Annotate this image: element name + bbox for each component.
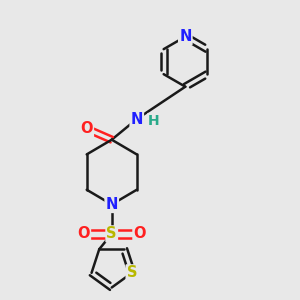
- Text: S: S: [127, 266, 137, 280]
- Text: N: N: [179, 29, 191, 44]
- Text: N: N: [130, 112, 143, 127]
- Text: S: S: [106, 226, 117, 242]
- Text: O: O: [77, 226, 90, 242]
- Text: O: O: [80, 121, 93, 136]
- Text: O: O: [134, 226, 146, 242]
- Text: H: H: [148, 114, 160, 128]
- Text: N: N: [106, 197, 118, 212]
